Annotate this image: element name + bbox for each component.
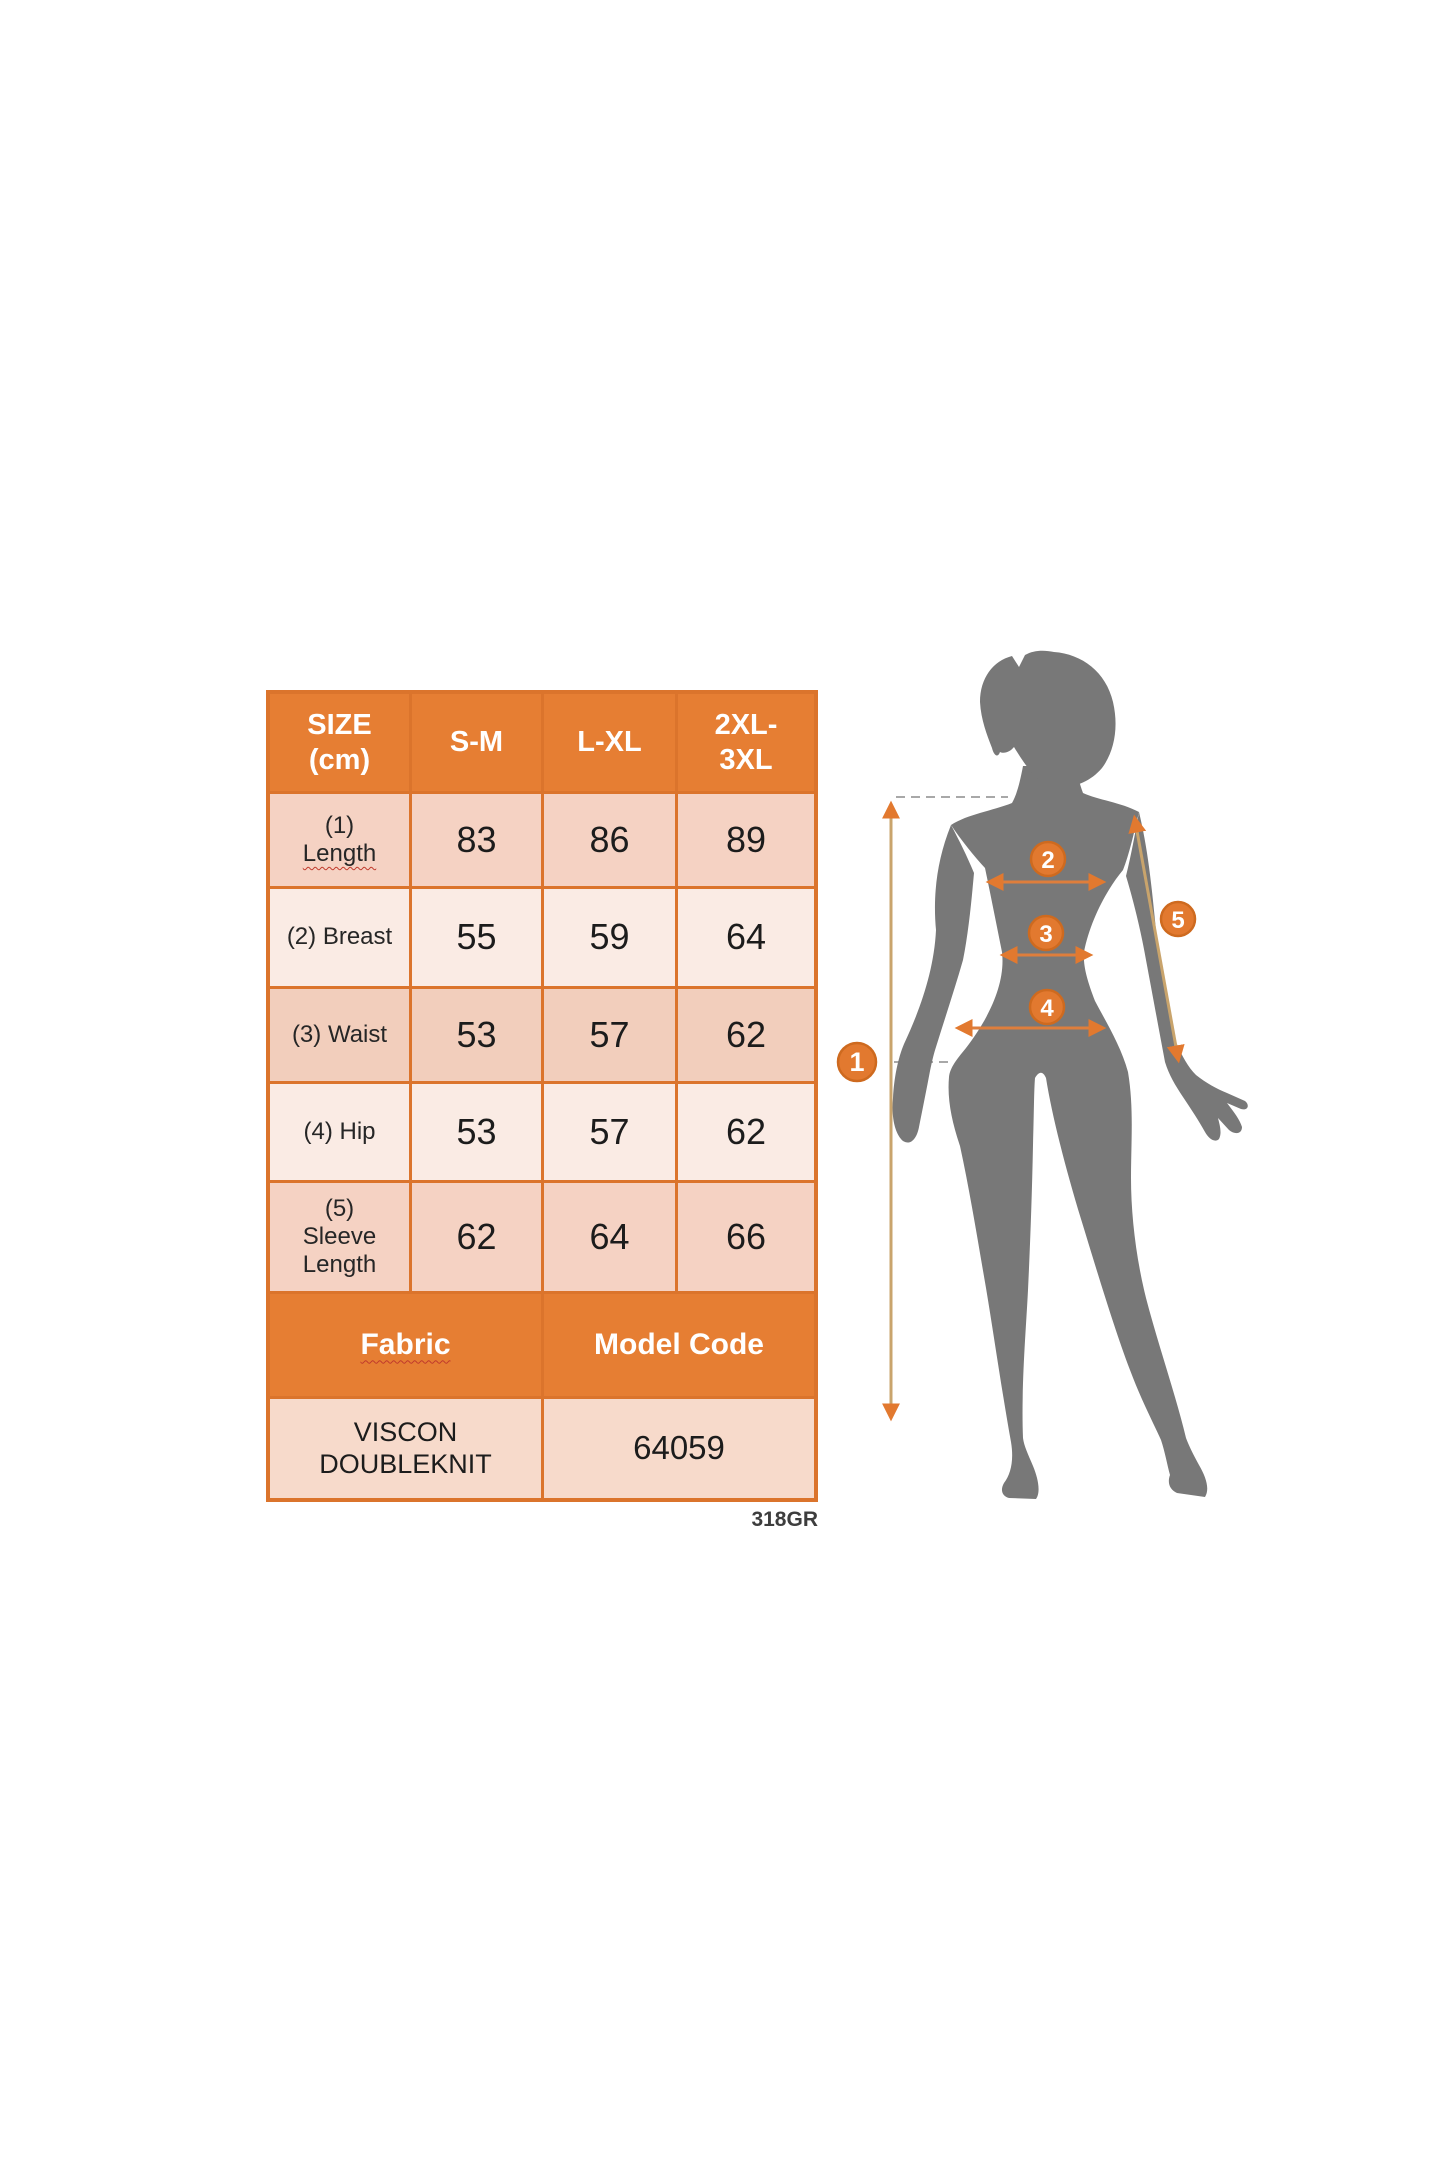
- marker-circle-4: [1028, 988, 1066, 1026]
- marker-number-3: 3: [1039, 921, 1052, 948]
- value-hip-lxl: 57: [544, 1084, 675, 1180]
- row-label-breast: (2) Breast: [270, 889, 409, 986]
- model-code-value: 64059: [544, 1399, 814, 1498]
- header-s-m: S-M: [412, 694, 541, 791]
- value-sleeve-lxl: 64: [544, 1183, 675, 1291]
- marker-number-4: 4: [1040, 995, 1054, 1022]
- marker-circle-1: [836, 1041, 878, 1083]
- header-size-line2: (cm): [308, 743, 371, 776]
- value-length-2xl: 89: [678, 794, 814, 886]
- marker-number-2: 2: [1041, 847, 1054, 874]
- header-l-xl: L-XL: [544, 694, 675, 791]
- value-breast-sm: 55: [412, 889, 541, 986]
- header-size-line1: SIZE: [307, 709, 372, 742]
- body-silhouette-torso-legs: [948, 766, 1208, 1499]
- weight-note: 318GR: [751, 1508, 818, 1531]
- body-silhouette-right-arm: [1126, 812, 1248, 1141]
- value-sleeve-2xl: 66: [678, 1183, 814, 1291]
- marker-number-1: 1: [849, 1047, 864, 1077]
- body-silhouette-head: [980, 650, 1116, 787]
- header-size-cm: SIZE (cm): [270, 694, 409, 791]
- row-label-length: (1) Length: [270, 794, 409, 886]
- fabric-value: VISCON DOUBLEKNIT: [270, 1399, 541, 1498]
- row-label-waist: (3) Waist: [270, 989, 409, 1081]
- value-waist-2xl: 62: [678, 989, 814, 1081]
- value-breast-lxl: 59: [544, 889, 675, 986]
- body-silhouette-left-arm: [892, 825, 974, 1143]
- body-measurement-figure: 1 2 3 4 5: [836, 650, 1248, 1499]
- value-waist-lxl: 57: [544, 989, 675, 1081]
- value-length-sm: 83: [412, 794, 541, 886]
- marker-circle-5: [1159, 900, 1197, 938]
- fabric-header: Fabric: [270, 1294, 541, 1396]
- value-sleeve-sm: 62: [412, 1183, 541, 1291]
- value-waist-sm: 53: [412, 989, 541, 1081]
- marker-circle-2: [1029, 840, 1067, 878]
- header-2xl-3xl: 2XL- 3XL: [678, 694, 814, 791]
- value-breast-2xl: 64: [678, 889, 814, 986]
- row-label-sleeve-length: (5) Sleeve Length: [270, 1183, 409, 1291]
- value-hip-2xl: 62: [678, 1084, 814, 1180]
- model-code-header: Model Code: [544, 1294, 814, 1396]
- marker-circle-3: [1027, 914, 1065, 952]
- size-table: SIZE (cm) S-M L-XL 2XL- 3XL (1) Length 8…: [266, 690, 818, 1502]
- row-label-hip: (4) Hip: [270, 1084, 409, 1180]
- value-length-lxl: 86: [544, 794, 675, 886]
- sleeve-arrow-5: [1128, 814, 1185, 1064]
- marker-number-5: 5: [1171, 907, 1184, 934]
- value-hip-sm: 53: [412, 1084, 541, 1180]
